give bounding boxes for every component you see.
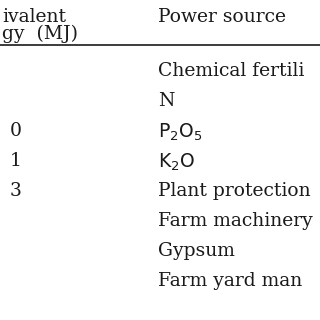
Text: Power source: Power source: [158, 8, 286, 26]
Text: Gypsum: Gypsum: [158, 242, 235, 260]
Text: ivalent: ivalent: [2, 8, 66, 26]
Text: Plant protection: Plant protection: [158, 182, 311, 200]
Text: $\mathregular{K_2O}$: $\mathregular{K_2O}$: [158, 152, 195, 173]
Text: N: N: [158, 92, 174, 110]
Text: 1: 1: [10, 152, 22, 170]
Text: gy  (MJ): gy (MJ): [2, 25, 78, 43]
Text: 0: 0: [10, 122, 22, 140]
Text: 3: 3: [10, 182, 22, 200]
Text: $\mathregular{P_2O_5}$: $\mathregular{P_2O_5}$: [158, 122, 203, 143]
Text: Farm yard man: Farm yard man: [158, 272, 302, 290]
Text: Chemical fertili: Chemical fertili: [158, 62, 304, 80]
Text: Farm machinery: Farm machinery: [158, 212, 313, 230]
